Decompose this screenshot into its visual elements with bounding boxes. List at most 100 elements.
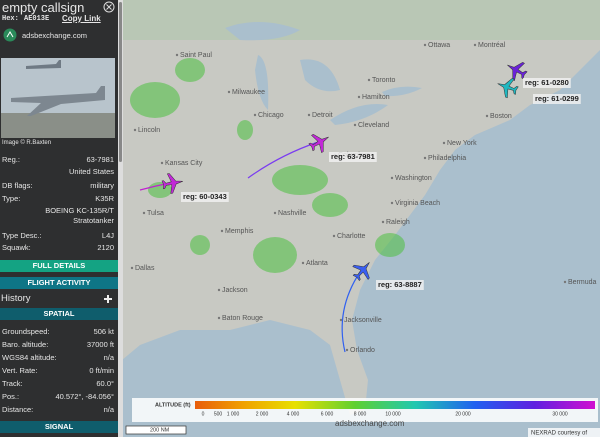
legend-tick: 8 000 — [354, 411, 367, 417]
city-label: Atlanta — [306, 260, 328, 267]
watermark: adsbexchange.com — [335, 419, 405, 428]
callsign: empty callsign — [2, 0, 85, 15]
value: n/a — [103, 353, 114, 362]
city-dot — [273, 211, 277, 215]
label: Track: — [2, 379, 23, 388]
value: 60.0° — [96, 379, 114, 388]
image-credit: Image © R.Baxten — [2, 140, 52, 146]
city-label: Washington — [395, 175, 432, 182]
flight-activity-button[interactable]: FLIGHT ACTIVITY — [0, 277, 118, 289]
city-dot — [307, 113, 311, 117]
detail-row: DB flags: military — [2, 181, 114, 192]
aircraft-label[interactable]: reg: 63-7981 — [331, 152, 375, 161]
label: Type Desc.: — [2, 231, 42, 240]
city-dot — [220, 229, 224, 233]
city-label: Toronto — [372, 77, 395, 84]
city-dot — [563, 280, 567, 284]
legend-tick: 1 000 — [227, 411, 240, 417]
city-label: Charlotte — [337, 233, 366, 240]
aircraft-label[interactable]: reg: 63-8887 — [378, 280, 422, 289]
spatial-row: Groundspeed: 506 kt — [2, 327, 114, 338]
scroll-thumb[interactable] — [119, 2, 122, 162]
copy-link[interactable]: Copy Link — [62, 14, 101, 23]
value: 0 ft/min — [89, 366, 114, 375]
city-dot — [381, 220, 385, 224]
city-label: Memphis — [225, 228, 254, 235]
scrollbar[interactable] — [118, 0, 123, 437]
legend-tick: 500 — [214, 411, 223, 417]
value: 2120 — [97, 243, 114, 252]
label: Squawk: — [2, 243, 31, 252]
aircraft-label[interactable]: reg: 61-0280 — [525, 78, 569, 87]
source[interactable]: adsbexchange.com — [22, 31, 88, 40]
aircraft-label-bg — [533, 94, 581, 104]
spatial-row: Pos.: 40.572°, -84.056° — [2, 392, 114, 403]
city-label: Detroit — [312, 112, 333, 119]
label: Type: — [2, 194, 21, 203]
city-dot — [175, 53, 179, 57]
label: Groundspeed: — [2, 327, 50, 336]
label: DB flags: — [2, 181, 33, 190]
source-logo — [3, 28, 17, 42]
lake-superior — [225, 21, 300, 41]
full-details-button[interactable]: FULL DETAILS — [0, 260, 118, 272]
city-label: Tulsa — [147, 210, 164, 217]
city-label: Bermuda — [568, 279, 597, 286]
city-dot — [353, 123, 357, 127]
legend-tick: 2 000 — [256, 411, 269, 417]
city-labels: Saint Paul Ottawa Montréal Milwaukee Toronto… — [130, 42, 597, 354]
legend-tick: 0 — [202, 411, 205, 417]
value: 37000 ft — [86, 340, 114, 349]
city-dot — [142, 211, 146, 215]
city-label: Hamilton — [362, 94, 390, 101]
value: K35R — [95, 194, 114, 203]
ocean — [122, 50, 600, 437]
city-label: Philadelphia — [428, 155, 466, 162]
city-dot — [301, 261, 305, 265]
city-label: Baton Rouge — [222, 315, 263, 322]
canada — [120, 0, 600, 40]
city-dot — [485, 114, 489, 118]
city-label: New York — [447, 140, 477, 147]
expand-icon[interactable] — [103, 294, 113, 304]
spatial-row: Baro. altitude: 37000 ft — [2, 340, 114, 351]
legend-tick: 30 000 — [552, 411, 568, 417]
history[interactable]: History — [1, 293, 31, 304]
legend-tick: 6 000 — [321, 411, 334, 417]
legend-title: ALTITUDE (ft) — [155, 402, 191, 408]
attribution[interactable]: NEXRAD courtesy of — [531, 431, 587, 437]
lake-huron — [300, 59, 340, 92]
city-dot — [133, 128, 137, 132]
city-label: Raleigh — [386, 219, 410, 226]
detail-row: Squawk: 2120 — [2, 243, 114, 254]
label: Vert. Rate: — [2, 366, 38, 375]
label: Baro. altitude: — [2, 340, 49, 349]
city-label: Orlando — [350, 347, 375, 354]
legend-tick: 20 000 — [455, 411, 471, 417]
city-dot — [160, 161, 164, 165]
city-dot — [217, 288, 221, 292]
city-dot — [367, 78, 371, 82]
value: 63-7981 — [86, 155, 114, 164]
spatial-row: Distance: n/a — [2, 405, 114, 416]
legend-gradient — [195, 401, 595, 409]
city-dot — [217, 316, 221, 320]
label: Distance: — [2, 405, 34, 414]
city-label: Jacksonville — [344, 317, 382, 324]
type-name: BOEING KC-135R/T Stratotanker — [45, 206, 114, 225]
aircraft-label[interactable]: reg: 61-0299 — [535, 94, 579, 103]
hex-label: Hex: — [2, 15, 19, 23]
city-label: Ottawa — [428, 42, 450, 49]
city-dot — [423, 43, 427, 47]
city-label: Virginia Beach — [395, 200, 440, 207]
city-label: Milwaukee — [232, 89, 265, 96]
aircraft-label-bg — [376, 280, 424, 290]
close-button[interactable] — [103, 1, 115, 13]
legend-tick: 4 000 — [287, 411, 300, 417]
city-label: Saint Paul — [180, 52, 212, 59]
lake-michigan — [255, 55, 269, 110]
label: WGS84 altitude: — [2, 353, 57, 362]
aircraft-label[interactable]: reg: 60-0343 — [183, 192, 227, 201]
value: military — [90, 181, 114, 190]
